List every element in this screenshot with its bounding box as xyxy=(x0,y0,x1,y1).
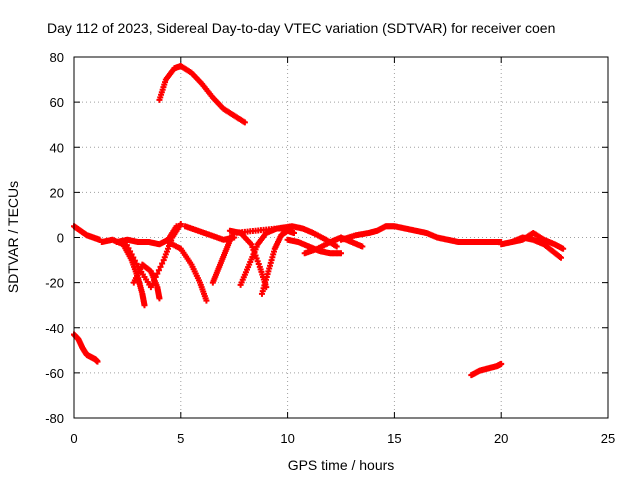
data-point xyxy=(130,254,137,261)
data-point xyxy=(151,277,158,284)
data-point xyxy=(291,229,298,236)
data-point xyxy=(123,242,130,249)
x-tick-label: 20 xyxy=(494,431,508,446)
data-point xyxy=(498,360,505,367)
data-point xyxy=(203,297,210,304)
data-point xyxy=(122,239,129,246)
data-point xyxy=(133,260,140,267)
series-track-13 xyxy=(258,227,298,297)
y-tick-label: -80 xyxy=(45,411,64,426)
y-tick-label: 40 xyxy=(50,140,64,155)
y-tick-label: 80 xyxy=(50,50,64,65)
x-tick-label: 10 xyxy=(280,431,294,446)
x-tick-label: 0 xyxy=(70,431,77,446)
chart-title: Day 112 of 2023, Sidereal Day-to-day VTE… xyxy=(47,20,555,36)
data-point xyxy=(558,254,565,261)
x-axis-label: GPS time / hours xyxy=(288,457,395,473)
data-point xyxy=(152,273,159,280)
y-tick-label: 0 xyxy=(57,231,64,246)
y-tick-label: -60 xyxy=(45,366,64,381)
data-point xyxy=(154,270,161,277)
series-track-1 xyxy=(71,223,103,243)
x-tick-label: 5 xyxy=(177,431,184,446)
data-point xyxy=(560,245,567,252)
plot-area-points xyxy=(71,63,567,379)
series-track-17 xyxy=(338,223,505,246)
series-track-8 xyxy=(164,239,210,304)
series-track-16 xyxy=(301,234,366,257)
data-point xyxy=(127,248,134,255)
data-point xyxy=(149,280,156,287)
y-tick-label: -40 xyxy=(45,321,64,336)
data-point xyxy=(94,358,101,365)
data-point xyxy=(125,245,132,252)
series-track-7 xyxy=(156,63,248,126)
series-track-9 xyxy=(182,223,238,243)
series-track-18 xyxy=(498,234,565,261)
data-point xyxy=(131,257,138,264)
y-axis-label: SDTVAR / TECUs xyxy=(5,181,21,293)
axis-ticks xyxy=(73,56,609,419)
data-point xyxy=(128,251,135,258)
data-point xyxy=(155,267,162,274)
y-tick-label: 60 xyxy=(50,95,64,110)
series-track-19 xyxy=(508,229,567,252)
data-point xyxy=(359,243,366,250)
series-track-2 xyxy=(71,331,101,365)
y-tick-label: 20 xyxy=(50,185,64,200)
data-point xyxy=(157,263,164,270)
data-point xyxy=(159,260,166,267)
series-track-20 xyxy=(468,360,505,379)
x-tick-label: 25 xyxy=(601,431,615,446)
x-tick-label: 15 xyxy=(387,431,401,446)
data-point xyxy=(156,295,163,302)
data-point xyxy=(338,250,344,257)
data-point xyxy=(141,302,148,309)
x-axis-tick-labels: 0 5 10 15 20 25 xyxy=(70,431,615,446)
y-tick-label: -20 xyxy=(45,276,64,291)
data-point xyxy=(333,243,340,250)
data-point xyxy=(177,220,184,227)
data-point xyxy=(147,284,154,291)
data-point xyxy=(241,119,248,126)
series-track-10 xyxy=(209,232,236,286)
y-axis-tick-labels: -80 -60 -40 -20 0 20 40 60 80 xyxy=(45,50,64,426)
series-track-6 xyxy=(122,220,184,291)
